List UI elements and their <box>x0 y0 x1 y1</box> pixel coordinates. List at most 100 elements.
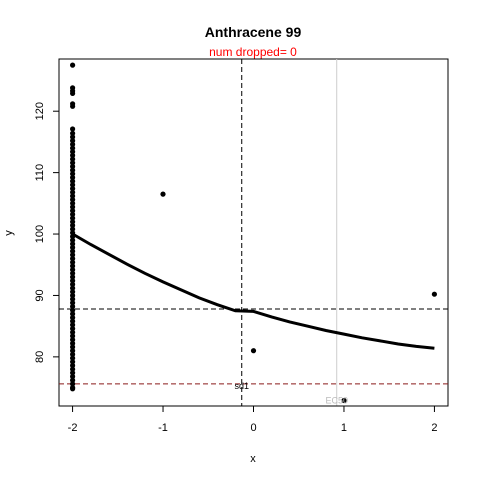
data-point <box>70 134 76 140</box>
data-point <box>70 62 76 68</box>
data-point <box>70 149 76 155</box>
data-point <box>70 244 76 251</box>
x-axis-label: x <box>250 453 256 465</box>
y-tick-label: 90 <box>34 289 46 301</box>
data-point <box>70 167 76 173</box>
data-point <box>70 386 76 392</box>
data-point <box>70 303 76 310</box>
y-tick-label: 80 <box>34 351 46 363</box>
data-point <box>70 130 76 136</box>
data-point <box>70 233 76 240</box>
data-point <box>70 103 76 109</box>
data-point <box>70 381 76 387</box>
data-point <box>70 267 76 273</box>
data-point <box>70 296 76 302</box>
annotation-label: sd1 <box>234 381 249 391</box>
y-tick-label: 100 <box>34 225 46 243</box>
reference-lines <box>59 59 448 406</box>
chart-subtitle: num dropped= 0 <box>209 45 297 59</box>
data-point <box>250 348 257 354</box>
data-point <box>70 377 76 383</box>
annotation-label: EC50 <box>325 396 348 406</box>
data-point <box>70 307 76 313</box>
data-point <box>70 355 76 361</box>
x-axis: -2 -1 0 1 2 <box>68 405 437 434</box>
data-point <box>70 230 76 236</box>
data-point <box>70 90 76 96</box>
x-tick-label: -1 <box>158 422 168 434</box>
data-point <box>70 292 76 299</box>
data-point <box>70 348 76 354</box>
data-point <box>70 241 76 247</box>
data-point <box>70 163 76 170</box>
data-point <box>70 274 76 280</box>
data-point <box>341 397 347 404</box>
data-point <box>70 259 76 265</box>
data-point <box>70 270 76 276</box>
plot-frame <box>58 58 449 407</box>
fit-curve-layer <box>71 232 435 350</box>
data-point <box>70 186 76 192</box>
data-point <box>70 370 76 376</box>
data-point <box>70 285 76 291</box>
data-point <box>70 300 76 306</box>
data-point <box>70 222 76 228</box>
data-point <box>70 237 76 243</box>
data-point <box>70 182 76 188</box>
data-point <box>70 359 76 365</box>
annotation-layer: sd1 EC50 <box>234 381 348 406</box>
y-axis: 80 90 100 110 120 <box>34 102 60 363</box>
data-point <box>70 152 76 158</box>
data-point <box>70 211 76 217</box>
data-point <box>70 171 76 177</box>
data-point <box>70 256 76 262</box>
data-point <box>70 340 76 346</box>
data-point <box>70 145 76 151</box>
data-point <box>70 322 76 328</box>
data-point <box>70 318 76 324</box>
fit-curve <box>71 232 435 350</box>
data-point <box>70 366 76 372</box>
x-tick-label: -2 <box>68 422 78 434</box>
data-point <box>70 200 76 206</box>
data-point <box>70 344 76 350</box>
data-point <box>70 178 76 184</box>
data-point <box>70 326 76 332</box>
data-point <box>431 291 437 297</box>
data-point <box>70 333 76 339</box>
data-point <box>70 156 76 162</box>
chart-title: Anthracene 99 <box>205 24 302 40</box>
x-tick-label: 2 <box>431 422 437 434</box>
data-point <box>70 315 76 321</box>
data-point <box>70 351 76 357</box>
data-point <box>70 226 76 232</box>
data-point <box>70 174 76 181</box>
data-point <box>70 160 76 166</box>
data-point <box>70 219 76 225</box>
data-point <box>70 373 76 380</box>
data-point <box>70 126 76 132</box>
data-point <box>70 248 76 254</box>
y-axis-label: y <box>3 230 15 236</box>
x-tick-label: 1 <box>341 422 347 434</box>
data-point <box>70 204 76 210</box>
data-point <box>70 138 76 144</box>
data-point <box>70 263 76 269</box>
data-point <box>70 362 76 369</box>
data-point <box>70 281 76 287</box>
y-tick-label: 110 <box>34 164 46 182</box>
data-point <box>70 252 76 258</box>
data-point <box>160 191 166 197</box>
data-point <box>70 337 76 343</box>
data-point <box>70 197 76 203</box>
data-point <box>70 141 76 147</box>
data-point <box>70 329 76 335</box>
x-tick-label: 0 <box>250 422 256 434</box>
y-tick-label: 120 <box>34 102 46 120</box>
data-point <box>70 208 76 214</box>
data-point <box>70 189 76 195</box>
data-point <box>70 278 76 284</box>
data-point <box>70 215 76 221</box>
point-layer <box>70 62 437 404</box>
